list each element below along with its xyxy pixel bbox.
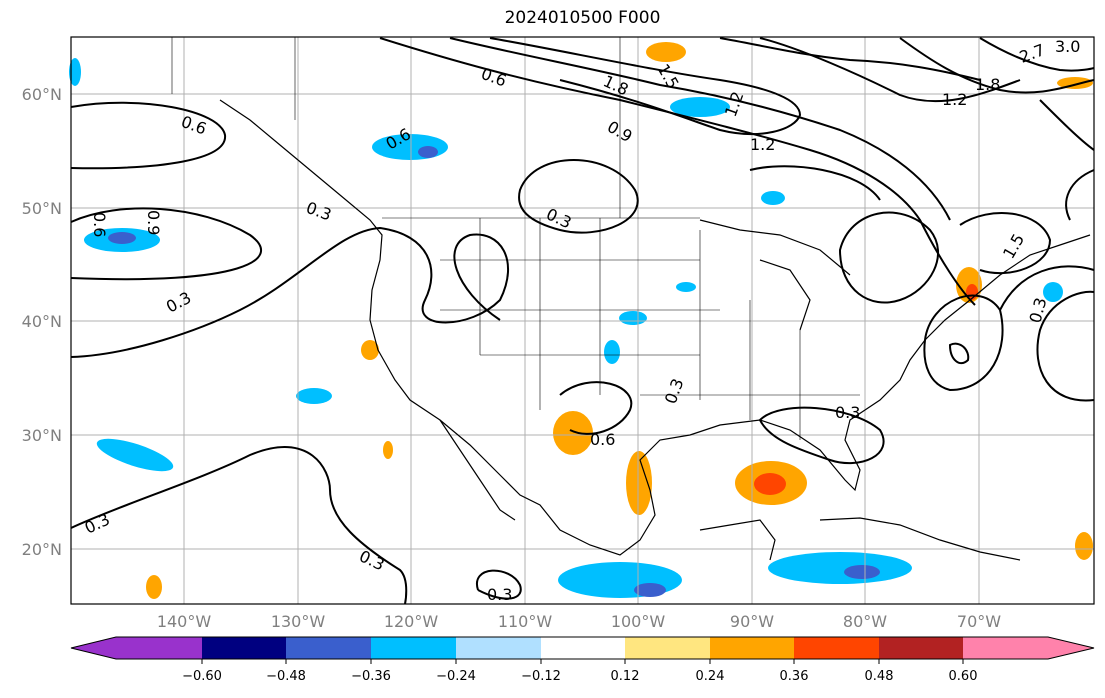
lat-label-50: 50°N [22,199,62,218]
lat-label-30: 30°N [22,426,62,445]
colorbar-tick-label: −0.12 [521,669,561,684]
shaded-fields [69,42,1093,599]
colorbar-tick-label: −0.60 [182,669,222,684]
contour-label: 0.6 [590,430,615,449]
colorbar-tick-label: 0.48 [865,669,894,684]
colorbar-bin [286,637,371,659]
colorbar-tick-label: −0.36 [351,669,391,684]
lat-label-40: 40°N [22,312,62,331]
colorbar-bin [371,637,456,659]
contour-label: 1.2 [750,135,775,154]
contour-label: 1.2 [942,90,967,109]
colorbar-bin [202,637,286,659]
lon-label-100: 100°W [611,612,666,631]
contours [70,37,1095,605]
colorbar-tick-label: 0.36 [780,669,809,684]
borders [171,37,860,440]
colorbar-bin [710,637,794,659]
lon-label-120: 120°W [384,612,439,631]
colorbar-under [71,637,116,659]
map-title: 2024010500 F000 [504,8,661,28]
colorbar-bin [625,637,710,659]
contour-label: 0.6 [90,212,109,237]
coastlines [219,99,1091,561]
lon-label-70: 70°W [957,612,1001,631]
colorbar-bin [116,637,202,659]
lon-label-90: 90°W [730,612,774,631]
lat-label-60: 60°N [22,85,62,104]
colorbar: −0.60 −0.48 −0.36 −0.24 −0.12 0.12 0.24 … [70,636,1095,684]
colorbar-bin [541,637,625,659]
colorbar-tick-label: 0.24 [696,669,725,684]
graticule [71,37,1094,604]
lon-label-140: 140°W [157,612,212,631]
colorbar-bin [879,637,963,659]
latitude-labels: 60°N 50°N 40°N 30°N 20°N [22,85,62,559]
contour-label: 0.3 [487,585,512,604]
colorbar-tick-label: 0.60 [949,669,978,684]
colorbar-bin [963,637,1048,659]
map-frame [70,36,1095,605]
lat-label-20: 20°N [22,540,62,559]
colorbar-tick-label: −0.24 [436,669,476,684]
contour-label: 3.0 [1055,37,1080,56]
contour-label: 0.9 [144,210,163,235]
lon-label-110: 110°W [498,612,553,631]
lon-label-80: 80°W [843,612,887,631]
contour-label: 1.8 [975,75,1000,94]
colorbar-tick-label: 0.12 [611,669,640,684]
colorbar-bin [794,637,879,659]
lon-label-130: 130°W [271,612,326,631]
colorbar-bin [456,637,541,659]
longitude-labels: 140°W 130°W 120°W 110°W 100°W 90°W 80°W … [157,612,1001,631]
colorbar-over [1048,637,1094,659]
contour-label: 0.3 [835,403,860,422]
colorbar-tick-label: −0.48 [266,669,306,684]
